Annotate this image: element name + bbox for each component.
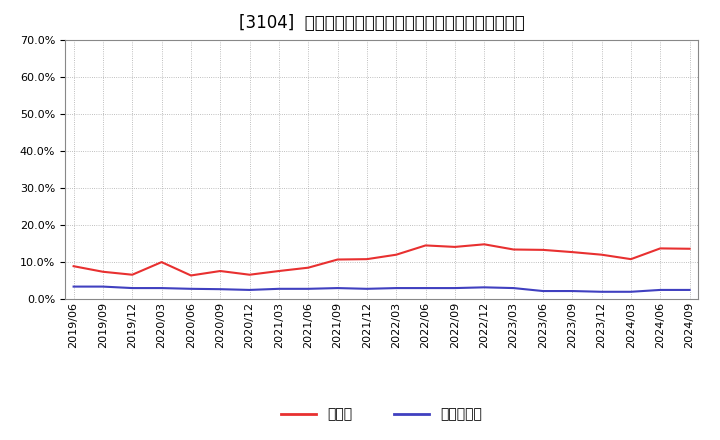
Title: [3104]  現預金、有利子負債の総資産に対する比率の推移: [3104] 現預金、有利子負債の総資産に対する比率の推移 <box>239 15 524 33</box>
Legend: 現預金, 有利子負債: 現預金, 有利子負債 <box>276 402 487 427</box>
